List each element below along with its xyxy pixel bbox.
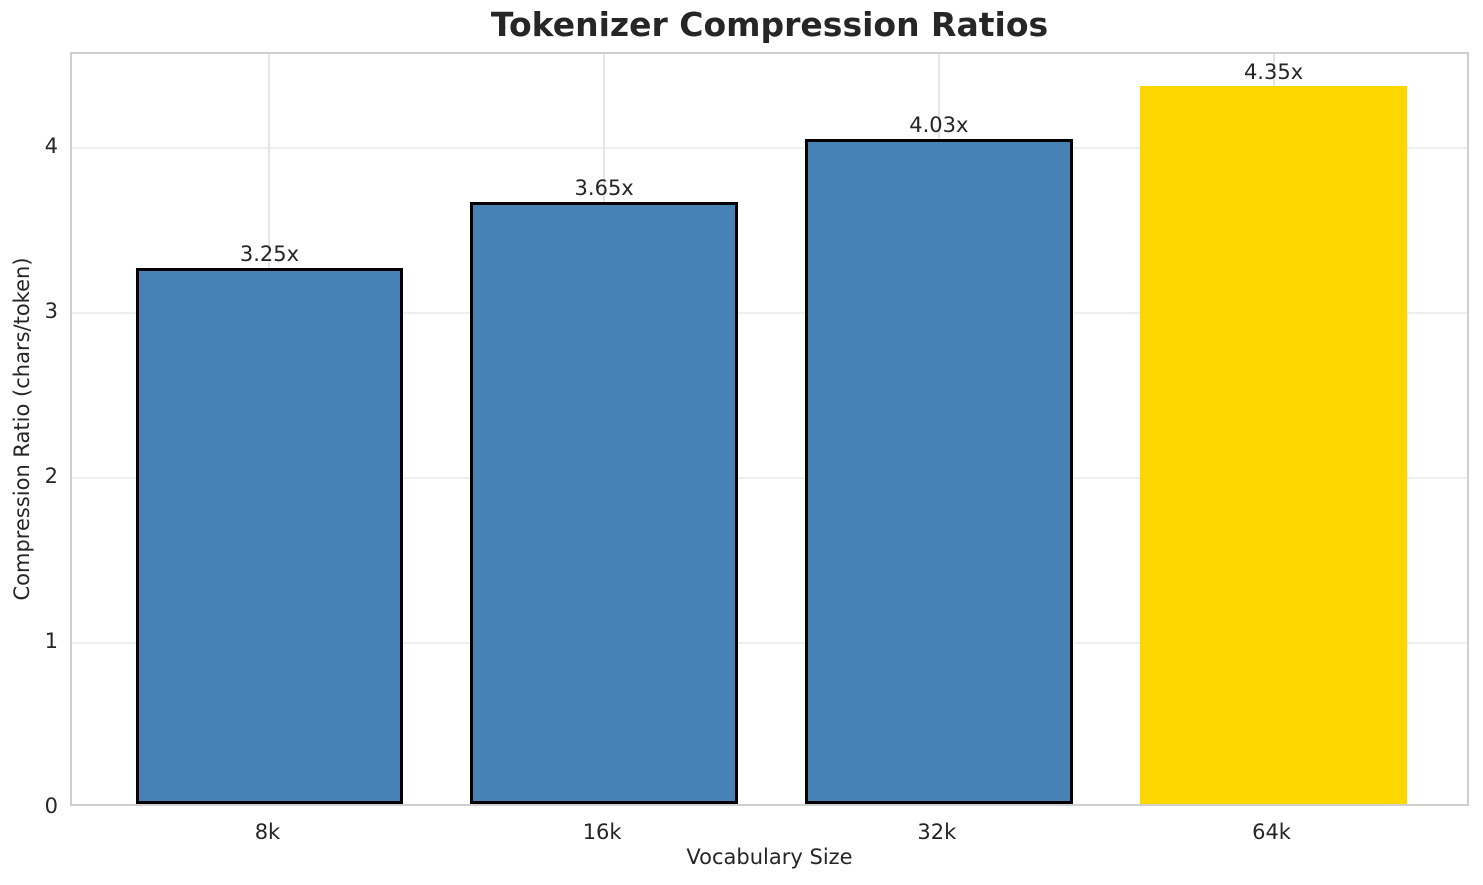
bar-16k	[470, 201, 739, 804]
x-axis-label: Vocabulary Size	[686, 845, 853, 869]
y-axis-label: Compression Ratio (chars/token)	[10, 257, 34, 601]
bar-value-label: 3.65x	[574, 175, 634, 200]
x-tick-label: 16k	[582, 820, 622, 844]
y-tick-label: 2	[44, 464, 58, 489]
gridline-horizontal	[72, 477, 1467, 480]
bar-value-label: 4.35x	[1243, 60, 1304, 85]
y-tick-label: 1	[44, 629, 58, 653]
bar-8k	[135, 267, 404, 804]
bar-64k	[1139, 86, 1408, 804]
y-tick-label: 0	[44, 794, 58, 818]
gridline-horizontal	[72, 147, 1467, 150]
bar-value-label: 4.03x	[909, 113, 969, 138]
x-tick-label: 32k	[917, 820, 957, 844]
y-tick-label: 4	[44, 134, 58, 159]
bar-value-label: 3.25x	[239, 241, 300, 266]
x-tick-label: 8k	[254, 820, 281, 844]
plot-area: 3.25x 3.65x 4.03x 4.35x	[70, 52, 1469, 806]
bar-32k	[804, 139, 1073, 804]
chart-title: Tokenizer Compression Ratios	[490, 5, 1049, 44]
gridline-horizontal	[72, 642, 1467, 644]
x-tick-label: 64k	[1252, 820, 1291, 844]
y-tick-label: 3	[44, 299, 58, 324]
gridline-horizontal	[72, 312, 1467, 315]
